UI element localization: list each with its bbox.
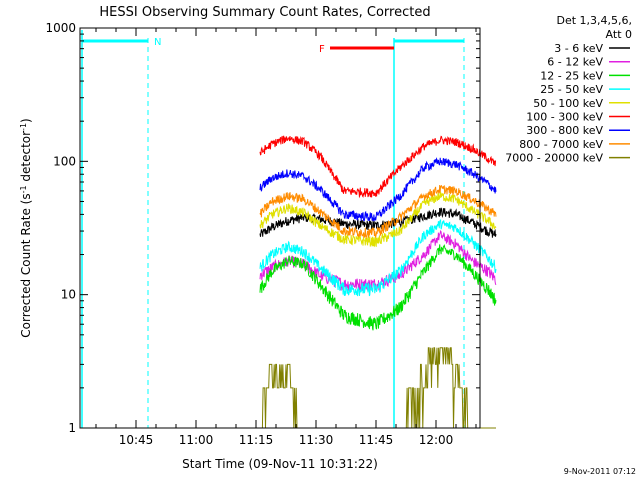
flare-flag-label: F: [319, 44, 325, 55]
x-tick-label: 12:00: [419, 433, 454, 447]
x-tick-label: 11:00: [179, 433, 214, 447]
legend-entry-label: 3 - 6 keV: [554, 42, 603, 55]
legend-entry-label: 50 - 100 keV: [533, 97, 603, 110]
legend-entry-label: 6 - 12 keV: [547, 56, 603, 69]
legend-header-attenuator: Att 0: [606, 28, 632, 41]
legend-entry-label: 25 - 50 keV: [540, 83, 603, 96]
legend-entry-label: 7000 - 20000 keV: [505, 152, 603, 165]
night-flag-label: N: [154, 37, 161, 48]
y-tick-label: 1: [68, 421, 76, 435]
x-tick-label: 11:30: [299, 433, 334, 447]
chart-title: HESSI Observing Summary Count Rates, Cor…: [99, 5, 430, 20]
y-tick-label: 1000: [45, 21, 76, 35]
legend-entry-label: 300 - 800 keV: [526, 124, 603, 137]
series-line: [259, 207, 497, 238]
y-axis-label: Corrected Count Rate (s-1 detector-1): [19, 118, 34, 337]
x-tick-label: 10:45: [119, 433, 154, 447]
plot-frame: [79, 27, 481, 429]
plot-timestamp: 9-Nov-2011 07:12: [564, 467, 636, 476]
series-line: [259, 219, 497, 297]
plot-data-group: NF: [81, 30, 497, 429]
series-line: [259, 191, 497, 248]
x-tick-label: 11:45: [359, 433, 394, 447]
y-axis: 1 10 100 1000: [45, 21, 480, 435]
legend-entry-label: 100 - 300 keV: [526, 111, 603, 124]
series-line: [259, 244, 497, 331]
legend-entry-label: 800 - 7000 keV: [519, 138, 603, 151]
legend-entry-label: 12 - 25 keV: [540, 69, 603, 82]
x-axis-label: Start Time (09-Nov-11 10:31:22): [182, 457, 378, 471]
legend-header-detectors: Det 1,3,4,5,6,: [556, 14, 632, 27]
series-line: [259, 157, 497, 223]
x-axis: 10:45 11:00 11:15 11:30 11:45 12:00: [95, 28, 477, 447]
y-tick-label: 100: [53, 154, 76, 168]
series-line: [259, 184, 497, 240]
series-line: [259, 135, 496, 199]
x-tick-label: 11:15: [239, 433, 274, 447]
y-tick-label: 10: [61, 288, 76, 302]
